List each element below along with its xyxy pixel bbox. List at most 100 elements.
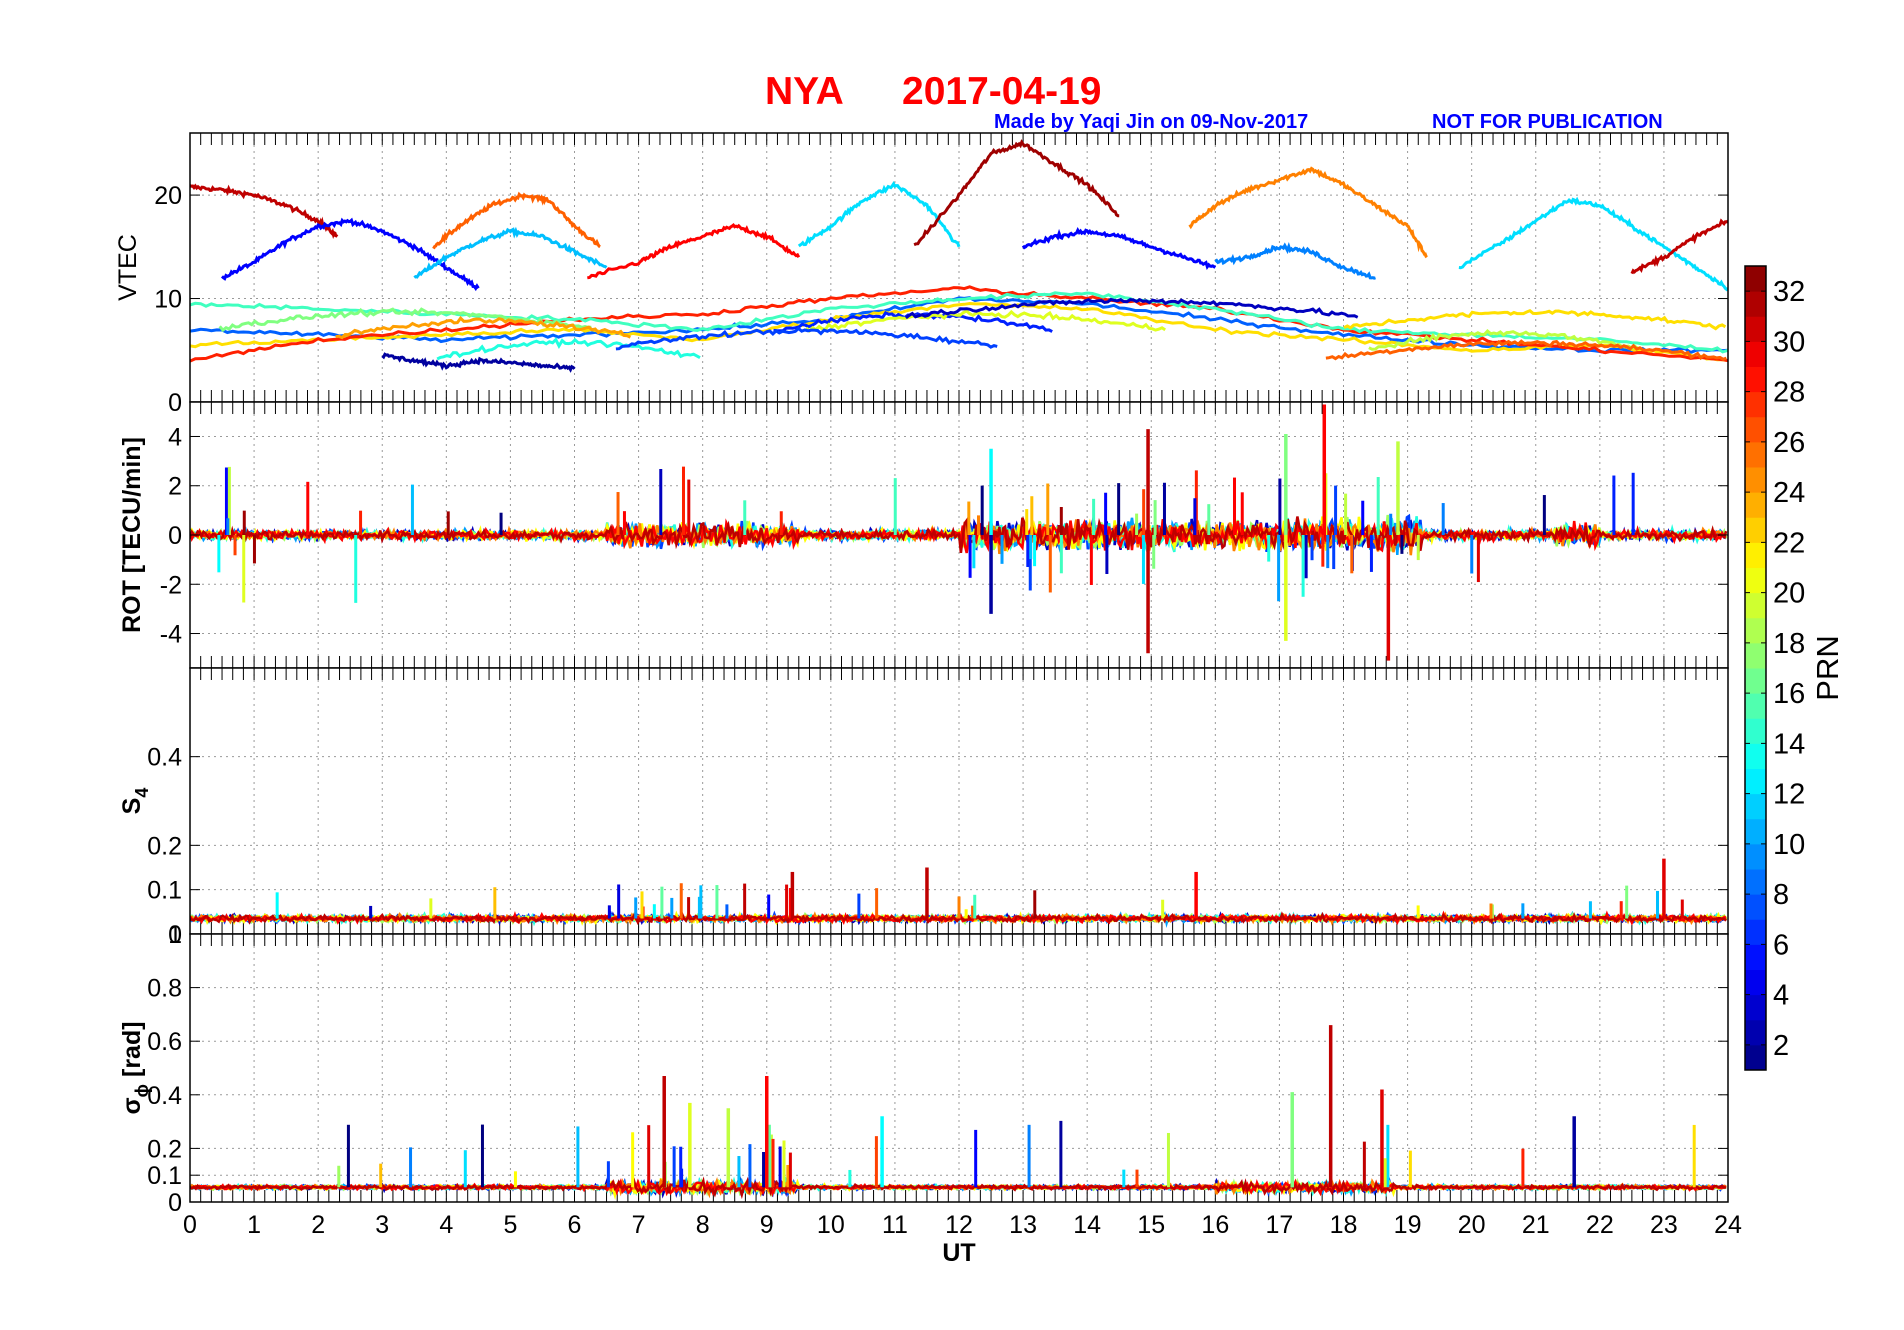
vtec-series — [1343, 308, 1727, 331]
x-tick-label: 6 — [568, 1211, 582, 1239]
y-axis-label-main: ROT [TECU/min] — [118, 437, 146, 633]
colorbar-tick-label: 26 — [1773, 427, 1805, 459]
colorbar-tick-label: 12 — [1773, 779, 1805, 811]
x-tick-label: 12 — [945, 1211, 973, 1239]
vtec-series — [220, 217, 480, 292]
colorbar-tick-label: 28 — [1773, 377, 1805, 409]
y-axis-label-unit: [rad] — [118, 1021, 146, 1084]
colorbar-swatch — [1745, 843, 1766, 870]
colorbar-tick-label: 2 — [1773, 1030, 1789, 1062]
colorbar-swatch — [1745, 768, 1766, 795]
y-axis-label-subscript: ϕ — [132, 1084, 152, 1098]
vtec-series — [1630, 218, 1728, 275]
x-tick-label: 4 — [439, 1211, 453, 1239]
y-tick-label: 0.6 — [147, 1028, 182, 1056]
y-tick-label: 0 — [168, 522, 182, 550]
vtec-series — [190, 285, 1728, 363]
x-tick-label: 13 — [1009, 1211, 1037, 1239]
vtec-series — [1214, 241, 1376, 280]
x-tick-label: 10 — [817, 1211, 845, 1239]
x-tick-label: 8 — [696, 1211, 710, 1239]
colorbar-tick-label: 30 — [1773, 326, 1805, 358]
vtec-series — [805, 309, 1167, 333]
colorbar-label: PRN — [1810, 635, 1845, 700]
colorbar-swatch — [1745, 316, 1766, 342]
colorbar-swatch — [1745, 793, 1766, 820]
colorbar-tick-label: 6 — [1773, 929, 1789, 961]
y-axis-label: σϕ [rad] — [118, 1021, 152, 1114]
colorbar-swatch — [1745, 542, 1766, 568]
x-tick-label: 7 — [632, 1211, 646, 1239]
y-tick-label: -2 — [160, 571, 182, 599]
vtec-series — [913, 139, 1120, 247]
colorbar-swatch — [1745, 668, 1766, 694]
x-tick-label: 23 — [1650, 1211, 1678, 1239]
x-tick-label: 17 — [1266, 1211, 1294, 1239]
panel-vtec: 0 10 20 VTEC — [114, 132, 1729, 417]
colorbar-swatch — [1745, 743, 1766, 769]
vtec-series — [335, 315, 632, 340]
x-tick-label: 3 — [375, 1211, 389, 1239]
colorbar-swatch — [1745, 894, 1766, 920]
x-tick-label: 19 — [1394, 1211, 1422, 1239]
y-tick-label: 0 — [168, 921, 182, 949]
x-tick-label: 11 — [882, 1211, 908, 1239]
y-tick-label: 0.8 — [147, 975, 182, 1003]
data-group — [190, 404, 1728, 661]
trace-series — [190, 911, 1727, 925]
publication-notice: NOT FOR PUBLICATION — [1432, 111, 1663, 133]
y-axis-label: VTEC — [114, 234, 142, 301]
colorbar-tick-label: 20 — [1773, 578, 1805, 610]
data-group — [190, 858, 1728, 929]
x-tick-label: 24 — [1714, 1211, 1742, 1239]
colorbar-swatch — [1745, 1044, 1766, 1071]
colorbar-tick-label: 8 — [1773, 879, 1789, 911]
colorbar-tick-label: 32 — [1773, 276, 1805, 308]
x-tick-label: 20 — [1458, 1211, 1486, 1239]
x-tick-label: 9 — [760, 1211, 774, 1239]
y-tick-label: 2 — [168, 473, 182, 501]
x-tick-label: 2 — [311, 1211, 325, 1239]
colorbar-swatch — [1745, 341, 1766, 367]
y-tick-label: 4 — [168, 423, 182, 451]
panel-s4: 0 0.1 0.2 0.4 1 S4 — [118, 667, 1729, 949]
colorbar-tick-label: 4 — [1773, 980, 1789, 1012]
colorbar-swatch — [1745, 592, 1766, 619]
colorbar-tick-label: 18 — [1773, 628, 1805, 660]
colorbar-swatch — [1745, 718, 1766, 744]
colorbar-swatch — [1745, 617, 1766, 644]
x-tick-label: 21 — [1522, 1211, 1550, 1239]
colorbar-swatch — [1745, 291, 1766, 317]
y-tick-label: 0.4 — [147, 744, 182, 772]
colorbar-tick-label: 14 — [1773, 728, 1805, 760]
y-axis-label: ROT [TECU/min] — [118, 437, 146, 633]
colorbar-swatch — [1745, 693, 1766, 719]
colorbar-swatch — [1745, 366, 1766, 393]
y-tick-label-overlap: 1 — [168, 921, 182, 949]
x-tick-label: 14 — [1073, 1211, 1101, 1239]
colorbar-swatch — [1745, 1019, 1766, 1046]
y-tick-label: 0.4 — [147, 1082, 182, 1110]
vtec-series — [1368, 329, 1639, 351]
colorbar-swatch — [1745, 266, 1766, 292]
y-tick-label: 0.2 — [147, 832, 182, 860]
y-tick-label: 10 — [154, 286, 182, 314]
colorbar-tick-label: 10 — [1773, 829, 1805, 861]
vtec-series — [190, 301, 1728, 363]
x-tick-label: 18 — [1330, 1211, 1358, 1239]
colorbar-swatch — [1745, 492, 1766, 518]
colorbar-swatch — [1745, 567, 1766, 594]
vtec-series — [797, 181, 961, 248]
colorbar-swatch — [1745, 416, 1766, 443]
y-axis-label: S4 — [118, 788, 152, 815]
colorbar-swatch — [1745, 994, 1766, 1021]
x-tick-label: 1 — [247, 1211, 261, 1239]
y-axis-label-main: σ — [118, 1097, 146, 1114]
vtec-series — [1021, 227, 1217, 270]
colorbar-swatch — [1745, 944, 1766, 970]
trace-series — [190, 516, 1728, 554]
colorbar-swatch — [1745, 869, 1766, 895]
